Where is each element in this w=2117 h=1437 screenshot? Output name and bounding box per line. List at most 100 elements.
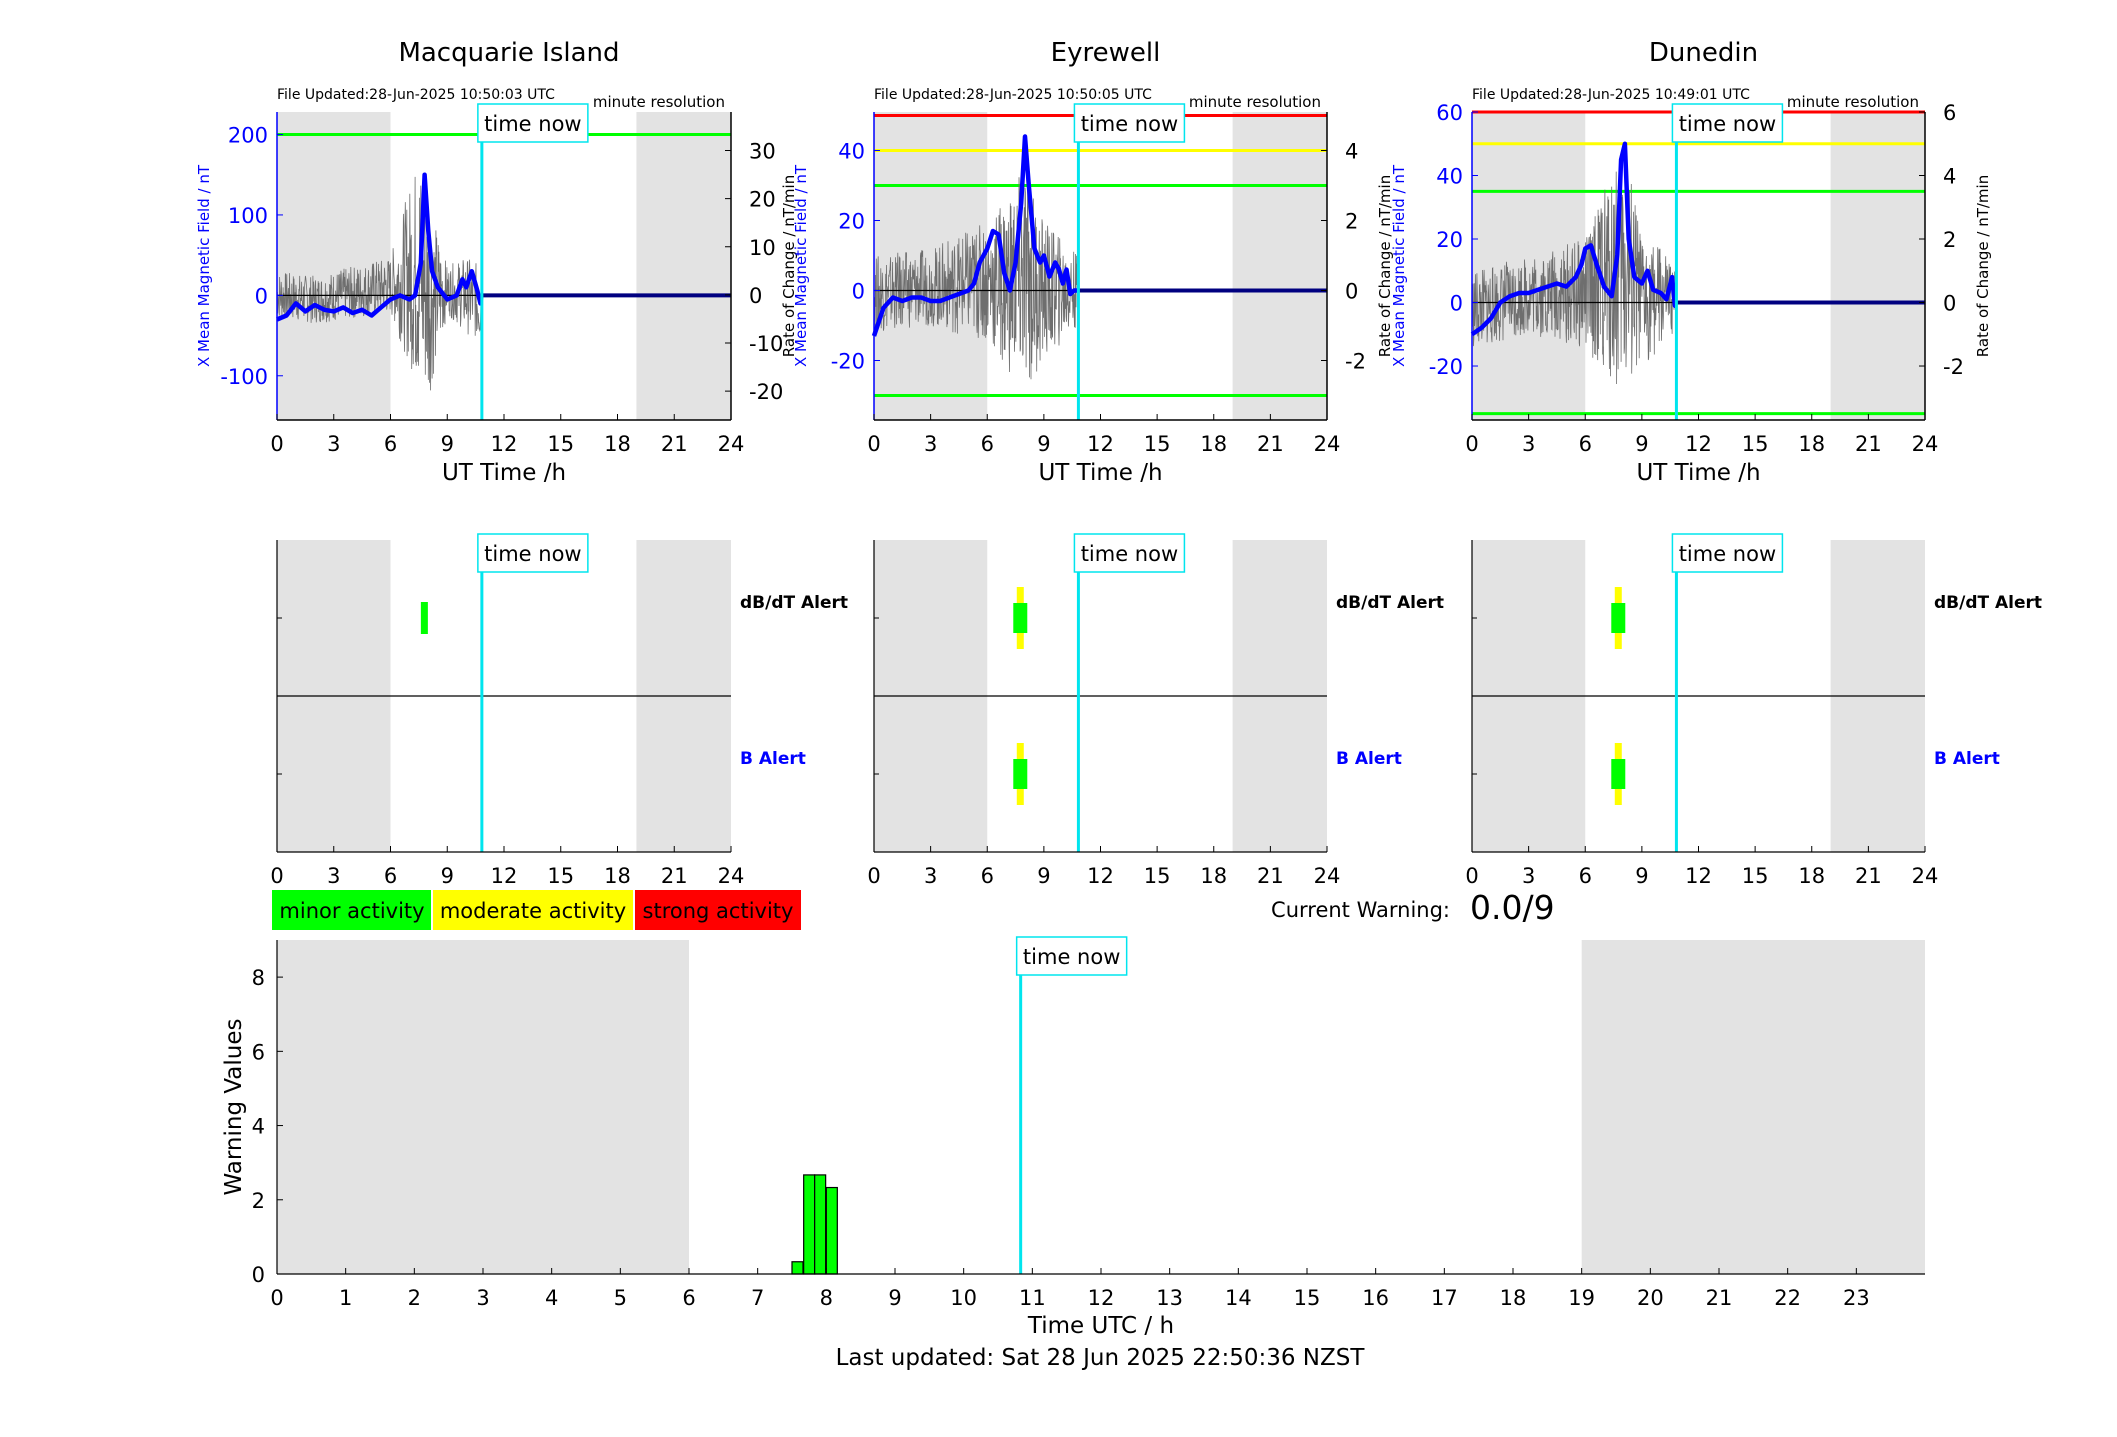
y-left-tick-label: 0 (255, 284, 268, 308)
alert-panel-2: dB/dT Alert B Alert time now 0 3 6 9 12 15 18 21 24 (1465, 533, 2042, 888)
alert-minor-mark (420, 602, 428, 634)
alert-time-now-box (1671, 533, 1784, 573)
y-right-tick-label: 4 (1345, 140, 1358, 164)
alert-x-tick-label: 24 (1912, 864, 1939, 888)
alert-x-tick-label: 12 (1087, 864, 1114, 888)
resolution-label: minute resolution (1189, 93, 1321, 111)
y-left-tick-label: 100 (228, 204, 268, 228)
warning-x-tick-label: 23 (1843, 1286, 1870, 1310)
warning-night-band (1581, 940, 1925, 1274)
y-right-tick-label: 2 (1943, 228, 1956, 252)
x-tick-label: 12 (491, 432, 518, 456)
y-right-axis-label: Rate of Change / nT/min (780, 175, 798, 357)
alert-time-now-box (1073, 533, 1186, 573)
night-band (1232, 112, 1327, 420)
dbdt-alert-label: dB/dT Alert (1934, 593, 2042, 613)
legend-minor-swatch (272, 890, 431, 930)
y-left-tick-label: -20 (1429, 355, 1463, 379)
x-tick-label: 18 (604, 432, 631, 456)
legend-minor-label: minor activity (279, 899, 424, 923)
dbdt-alert-label: dB/dT Alert (740, 593, 848, 613)
warning-y-tick-label: 4 (252, 1115, 265, 1139)
alert-x-tick-label: 12 (1685, 864, 1712, 888)
alert-x-tick-label: 0 (270, 864, 283, 888)
x-tick-label: 18 (1798, 432, 1825, 456)
warning-x-tick-label: 1 (339, 1286, 352, 1310)
y-left-tick-label: 0 (852, 280, 865, 304)
y-right-axis-label: Rate of Change / nT/min (1376, 175, 1394, 357)
station-title: Macquarie Island (398, 38, 619, 68)
x-tick-label: 24 (1912, 432, 1939, 456)
alert-x-tick-label: 21 (1855, 864, 1882, 888)
alert-x-tick-label: 6 (1579, 864, 1592, 888)
y-right-tick-label: 0 (1345, 280, 1358, 304)
alert-x-tick-label: 9 (1037, 864, 1050, 888)
alert-x-tick-label: 6 (981, 864, 994, 888)
alert-x-tick-label: 9 (441, 864, 454, 888)
x-tick-label: 15 (547, 432, 574, 456)
time-now-box (1671, 103, 1784, 143)
warning-x-tick-label: 16 (1362, 1286, 1389, 1310)
night-band (636, 112, 731, 420)
x-tick-label: 24 (718, 432, 745, 456)
x-tick-label: 15 (1144, 432, 1171, 456)
warning-x-tick-label: 4 (545, 1286, 558, 1310)
y-right-tick-label: 20 (749, 188, 776, 212)
warning-x-tick-label: 8 (820, 1286, 833, 1310)
x-tick-label: 9 (1037, 432, 1050, 456)
warning-x-tick-label: 15 (1294, 1286, 1321, 1310)
resolution-label: minute resolution (1787, 93, 1919, 111)
x-tick-label: 9 (1635, 432, 1648, 456)
alert-x-tick-label: 18 (1200, 864, 1227, 888)
x-tick-label: 6 (1579, 432, 1592, 456)
y-left-tick-label: -20 (831, 350, 865, 374)
alert-time-now-box (477, 533, 589, 573)
night-band (1472, 112, 1586, 420)
x-tick-label: 15 (1742, 432, 1769, 456)
y-right-tick-label: -20 (749, 380, 783, 404)
alert-minor-mark (1611, 603, 1626, 633)
legend-strong-swatch (635, 890, 801, 930)
x-axis-label: UT Time /h (1636, 460, 1760, 486)
b-alert-label: B Alert (1336, 749, 1402, 769)
warning-bar (803, 1174, 816, 1275)
warning-x-tick-label: 20 (1637, 1286, 1664, 1310)
alert-panel-1: dB/dT Alert B Alert time now 0 3 6 9 12 15 18 21 24 (867, 533, 1444, 888)
alert-x-tick-label: 24 (1314, 864, 1341, 888)
y-right-tick-label: 6 (1943, 101, 1956, 125)
warning-x-tick-label: 10 (950, 1286, 977, 1310)
alert-x-tick-label: 3 (1522, 864, 1535, 888)
x-tick-label: 3 (1522, 432, 1535, 456)
file-updated-stamp: File Updated:28-Jun-2025 10:50:05 UTC (874, 87, 1152, 103)
b-alert-label: B Alert (1934, 749, 2000, 769)
warning-bar (825, 1186, 838, 1275)
time-now-label: time now (1679, 112, 1776, 136)
x-tick-label: 6 (981, 432, 994, 456)
y-left-tick-label: 60 (1436, 101, 1463, 125)
x-tick-label: 21 (1855, 432, 1882, 456)
alert-x-tick-label: 21 (1257, 864, 1284, 888)
warning-x-tick-label: 2 (408, 1286, 421, 1310)
alert-panel-0: dB/dT Alert B Alert time now 0 3 6 9 12 15 18 21 24 (270, 533, 848, 888)
x-axis-label: UT Time /h (442, 460, 566, 486)
station-title: Eyrewell (1051, 38, 1161, 68)
x-tick-label: 12 (1087, 432, 1114, 456)
night-band (277, 112, 391, 420)
warning-x-tick-label: 9 (888, 1286, 901, 1310)
warning-y-tick-label: 8 (252, 966, 265, 990)
warning-night-band (277, 940, 689, 1274)
y-left-tick-label: 40 (838, 140, 865, 164)
y-left-tick-label: 40 (1436, 165, 1463, 189)
x-tick-label: 0 (1465, 432, 1478, 456)
y-left-axis-label: X Mean Magnetic Field / nT (1390, 164, 1408, 367)
y-right-tick-label: 10 (749, 236, 776, 260)
alert-x-tick-label: 3 (327, 864, 340, 888)
alert-minor-mark (1013, 603, 1028, 633)
alert-x-tick-label: 18 (1798, 864, 1825, 888)
alert-minor-mark (1611, 759, 1626, 789)
alert-x-tick-label: 6 (384, 864, 397, 888)
x-tick-label: 18 (1200, 432, 1227, 456)
warning-x-tick-label: 21 (1706, 1286, 1733, 1310)
